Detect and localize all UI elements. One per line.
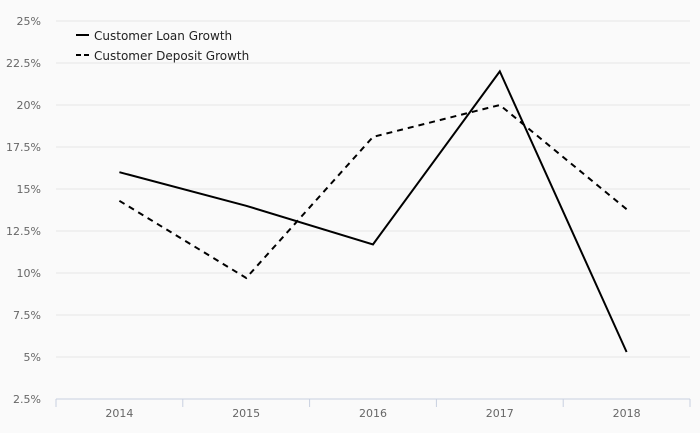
legend-label-loan: Customer Loan Growth <box>94 29 232 43</box>
y-tick-label: 7.5% <box>13 309 41 322</box>
legend: Customer Loan Growth Customer Deposit Gr… <box>76 29 249 63</box>
y-tick-label: 15% <box>17 183 41 196</box>
grid-lines <box>56 20 690 358</box>
data-point[interactable] <box>369 240 377 248</box>
data-point[interactable] <box>242 274 250 282</box>
series-line-loan[interactable] <box>119 69 628 353</box>
y-tick-label: 12.5% <box>6 225 41 238</box>
data-point[interactable] <box>623 205 631 213</box>
data-point[interactable] <box>496 101 504 109</box>
y-tick-label: 20% <box>17 99 41 112</box>
x-tick-label: 2018 <box>613 407 641 420</box>
data-point[interactable] <box>242 202 250 210</box>
legend-item-deposit[interactable]: Customer Deposit Growth <box>76 49 249 63</box>
x-tick-label: 2017 <box>486 407 514 420</box>
data-point[interactable] <box>369 133 377 141</box>
legend-item-loan[interactable]: Customer Loan Growth <box>76 29 232 43</box>
y-tick-label: 2.5% <box>13 393 41 406</box>
series-layer <box>115 67 631 356</box>
data-point[interactable] <box>623 348 631 356</box>
data-point[interactable] <box>115 168 123 176</box>
y-tick-label: 17.5% <box>6 141 41 154</box>
y-axis: 2.5% 5% 7.5% 10% 12.5% 15% 17.5% 20% 22.5% 25% <box>6 15 41 406</box>
y-tick-label: 22.5% <box>6 57 41 70</box>
x-axis: 2014 2015 2016 2017 2018 <box>55 398 691 420</box>
y-tick-label: 5% <box>24 351 41 364</box>
y-tick-label: 25% <box>17 15 41 28</box>
x-tick-label: 2016 <box>359 407 387 420</box>
y-tick-label: 10% <box>17 267 41 280</box>
data-point[interactable] <box>115 197 123 205</box>
x-tick-label: 2015 <box>232 407 260 420</box>
data-point[interactable] <box>496 67 504 75</box>
x-tick-label: 2014 <box>105 407 133 420</box>
legend-label-deposit: Customer Deposit Growth <box>94 49 249 63</box>
